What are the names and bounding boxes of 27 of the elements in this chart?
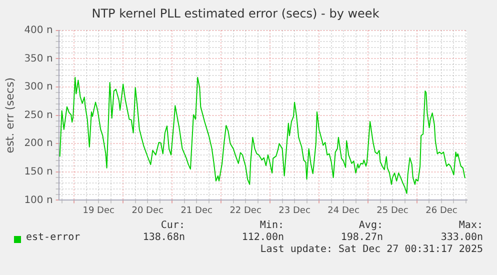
y-tick-label: 350 n bbox=[24, 53, 53, 64]
text: 198.27n bbox=[340, 232, 383, 243]
text: Last update: Sat Dec 27 00:31:17 2025 bbox=[259, 244, 483, 255]
x-tick-label: 20 Dec bbox=[132, 206, 164, 216]
y-tick-label: 150 n bbox=[24, 166, 53, 178]
y-axis-title: est. err (secs) bbox=[3, 77, 16, 154]
legend-label: est-error bbox=[26, 232, 80, 243]
text: Cur: bbox=[160, 220, 185, 231]
y-tick-label: 300 n bbox=[24, 82, 53, 93]
x-tick-label: 23 Dec bbox=[278, 206, 310, 216]
x-tick-label: 24 Dec bbox=[328, 206, 360, 216]
x-tick-label: 25 Dec bbox=[376, 206, 408, 216]
text: 138.68n bbox=[142, 232, 185, 243]
y-tick-label: 250 n bbox=[24, 110, 53, 121]
text: Min: bbox=[258, 220, 284, 231]
text: Max: bbox=[458, 220, 483, 231]
text: 112.00n bbox=[240, 232, 284, 243]
y-tick-label: 400 n bbox=[24, 24, 53, 36]
x-tick-label: 19 Dec bbox=[82, 206, 115, 216]
y-tick-label: 200 n bbox=[24, 138, 53, 150]
x-tick-label: 26 Dec bbox=[426, 206, 458, 216]
x-tick-label: 22 Dec bbox=[230, 206, 262, 216]
text: Avg: bbox=[358, 220, 383, 231]
chart-title: NTP kernel PLL estimated error (secs) - by week bbox=[92, 6, 380, 20]
text: 333.00n bbox=[440, 232, 483, 243]
y-tick-label: 100 n bbox=[24, 194, 53, 206]
x-tick-label: 21 Dec bbox=[180, 206, 212, 216]
